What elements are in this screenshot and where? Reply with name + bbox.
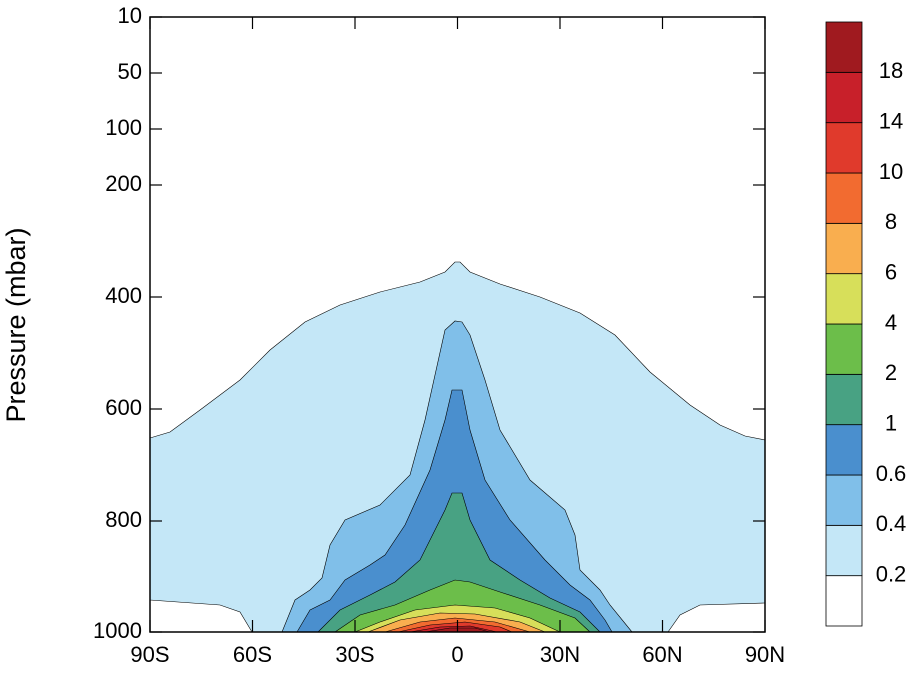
colorbar-box <box>825 172 863 224</box>
colorbar-label: 0.6 <box>876 461 907 486</box>
y-tick-label: 800 <box>105 507 142 532</box>
colorbar-box <box>825 474 863 526</box>
y-tick-label: 10 <box>118 3 142 28</box>
colorbar-label: 18 <box>879 58 903 83</box>
x-tick-label: 60N <box>642 642 682 667</box>
colorbar-box <box>825 424 863 476</box>
contour-region <box>317 492 601 633</box>
colorbar-box <box>825 575 863 627</box>
colorbar-label: 8 <box>885 209 897 234</box>
x-tick-label: 60S <box>233 642 272 667</box>
colorbar-label: 1 <box>885 410 897 435</box>
colorbar-label: 10 <box>879 159 903 184</box>
y-tick-label: 100 <box>105 115 142 140</box>
y-tick-label: 50 <box>118 59 142 84</box>
colorbar-label: 4 <box>885 310 897 335</box>
colorbar-box <box>825 222 863 275</box>
colorbar-label: 6 <box>885 259 897 284</box>
colorbar-box <box>825 524 863 577</box>
y-tick-label: 400 <box>105 283 142 308</box>
x-tick-label: 30S <box>335 642 374 667</box>
colorbar-label: 14 <box>879 108 903 133</box>
y-tick-label: 1000 <box>93 618 142 643</box>
colorbar-label: 0.2 <box>876 561 907 586</box>
colorbar-box <box>825 21 863 73</box>
colorbar-label: 2 <box>885 360 897 385</box>
x-tick-label: 90N <box>745 642 785 667</box>
colorbar-label: 0.4 <box>876 511 907 536</box>
colorbar-box <box>825 373 863 426</box>
colorbar-box <box>825 273 863 325</box>
y-tick-label: 600 <box>105 395 142 420</box>
x-tick-label: 30N <box>540 642 580 667</box>
colorbar-box <box>825 323 863 375</box>
colorbar-box <box>825 122 863 174</box>
y-axis-title: Pressure (mbar) <box>1 227 31 422</box>
colorbar-box <box>825 71 863 124</box>
x-tick-label: 90S <box>130 642 169 667</box>
y-tick-label: 200 <box>105 171 142 196</box>
x-tick-label: 0 <box>451 642 463 667</box>
